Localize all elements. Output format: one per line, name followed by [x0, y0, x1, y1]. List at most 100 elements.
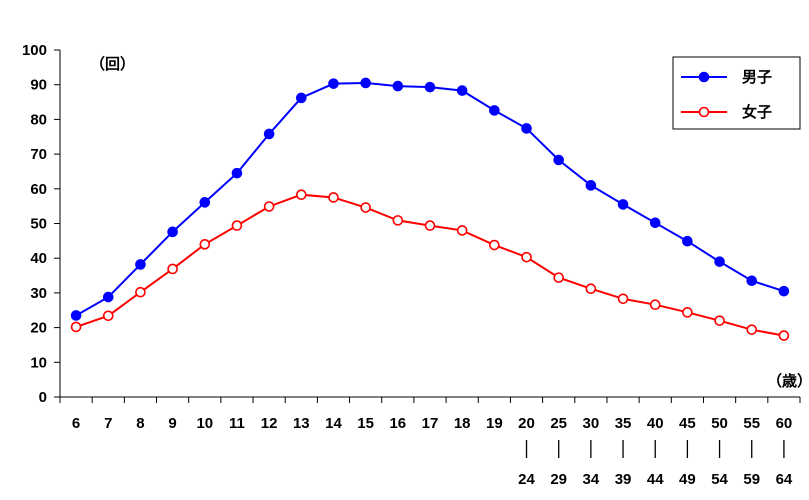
- x-tick-label-range-end: 44: [647, 471, 664, 488]
- y-tick-label: 60: [30, 181, 47, 198]
- data-point-series-0: [521, 123, 532, 134]
- data-point-series-0: [553, 154, 564, 166]
- legend-label-1: 女子: [742, 103, 772, 121]
- x-tick-label: 35: [615, 415, 632, 432]
- x-tick-label-range-end: 34: [583, 471, 600, 488]
- data-point-series-1: [199, 239, 211, 250]
- data-point-series-1: [617, 293, 629, 305]
- data-point-series-1: [392, 215, 404, 226]
- legend-box: [672, 56, 801, 130]
- data-point-series-0: [70, 310, 82, 321]
- data-point-series-1: [778, 330, 790, 341]
- y-tick-label: 70: [30, 146, 47, 163]
- data-point-series-0: [714, 256, 725, 267]
- data-point-series-0: [167, 226, 178, 238]
- y-tick-label: 90: [30, 77, 47, 94]
- data-point-series-1: [328, 192, 339, 203]
- x-tick-label-range-end: 29: [550, 471, 567, 488]
- x-axis: 6 7 8 9 10 11 12 13 14 15 16 17 18 19 20 24 25 29 30 34 35 39…: [59, 396, 801, 488]
- data-point-series-0: [392, 80, 404, 92]
- x-tick-label: 18: [454, 415, 471, 432]
- data-point-series-1: [360, 202, 371, 213]
- data-point-series-1: [649, 299, 661, 310]
- y-axis-unit: （回）: [90, 55, 135, 73]
- x-tick-label: 60: [776, 415, 793, 432]
- x-tick-label: 8: [136, 415, 144, 432]
- x-tick-label: 19: [486, 415, 503, 432]
- data-point-series-0: [746, 275, 758, 287]
- x-tick-label: 25: [550, 415, 567, 432]
- x-tick-label: 12: [261, 415, 278, 432]
- data-point-series-1: [70, 321, 82, 333]
- y-tick-label: 80: [30, 111, 47, 128]
- x-tick-label: 10: [196, 415, 213, 432]
- x-tick-label: 15: [357, 415, 374, 432]
- data-point-series-1: [553, 272, 564, 283]
- data-point-series-0: [102, 291, 114, 303]
- x-tick-label-range-end: 24: [518, 471, 535, 488]
- data-point-series-0: [649, 217, 661, 229]
- x-tick-label: 11: [229, 415, 245, 432]
- legend-marker-0: [698, 71, 710, 83]
- data-point-series-0: [135, 259, 146, 270]
- x-tick-label-range-end: 54: [711, 471, 728, 488]
- x-tick-label: 16: [389, 415, 406, 432]
- data-point-series-1: [585, 283, 597, 295]
- data-point-series-0: [585, 180, 597, 191]
- data-point-series-0: [682, 235, 693, 247]
- x-tick-label: 30: [583, 415, 600, 432]
- x-tick-label: 17: [422, 415, 439, 432]
- y-tick-label: 30: [30, 285, 47, 302]
- data-point-series-0: [456, 85, 468, 96]
- y-axis: 0 10 20 30 40 50 60 70 80 90 100: [22, 42, 61, 406]
- data-point-series-0: [360, 77, 371, 89]
- data-point-series-1: [231, 220, 243, 231]
- x-tick-label: 55: [743, 415, 760, 432]
- data-point-series-0: [231, 167, 243, 179]
- data-point-series-1: [682, 307, 693, 318]
- data-point-series-0: [424, 81, 436, 93]
- data-point-series-1: [296, 189, 307, 200]
- data-point-series-1: [167, 263, 178, 275]
- x-tick-label: 14: [325, 415, 342, 432]
- y-tick-label: 40: [30, 250, 47, 267]
- y-tick-label: 10: [30, 354, 47, 371]
- data-point-series-0: [199, 197, 211, 208]
- data-point-series-1: [456, 225, 468, 236]
- data-point-series-1: [135, 286, 146, 298]
- x-tick-label: 9: [168, 415, 176, 432]
- x-tick-label: 7: [104, 415, 112, 432]
- data-point-series-1: [489, 239, 500, 251]
- y-tick-label: 100: [22, 42, 47, 59]
- y-tick-label: 20: [30, 320, 47, 337]
- series-line-1: [75, 193, 785, 337]
- data-point-series-0: [489, 105, 500, 116]
- data-point-series-1: [102, 310, 114, 322]
- data-point-series-1: [521, 251, 532, 263]
- x-tick-label-range-end: 59: [743, 471, 760, 488]
- data-point-series-1: [714, 315, 725, 326]
- series-layer: [70, 77, 790, 341]
- y-tick-label: 50: [30, 216, 47, 233]
- x-tick-label: 45: [679, 415, 696, 432]
- data-point-series-1: [746, 324, 758, 335]
- x-tick-label: 20: [518, 415, 535, 432]
- y-tick-label: 0: [39, 389, 47, 406]
- x-tick-label-range-end: 49: [679, 471, 696, 488]
- legend-label-0: 男子: [742, 68, 772, 86]
- x-tick-label: 6: [72, 415, 80, 432]
- data-point-series-0: [617, 199, 629, 210]
- x-tick-label: 50: [711, 415, 728, 432]
- legend-marker-1: [698, 106, 710, 118]
- data-point-series-1: [424, 220, 436, 231]
- x-tick-label: 40: [647, 415, 664, 432]
- data-point-series-0: [778, 285, 790, 297]
- x-tick-label-range-end: 39: [615, 471, 632, 488]
- x-axis-unit: （歳）: [767, 372, 809, 390]
- data-point-series-0: [328, 78, 339, 89]
- data-point-series-0: [263, 128, 275, 140]
- x-tick-label-range-end: 64: [776, 471, 793, 488]
- data-point-series-1: [263, 201, 275, 212]
